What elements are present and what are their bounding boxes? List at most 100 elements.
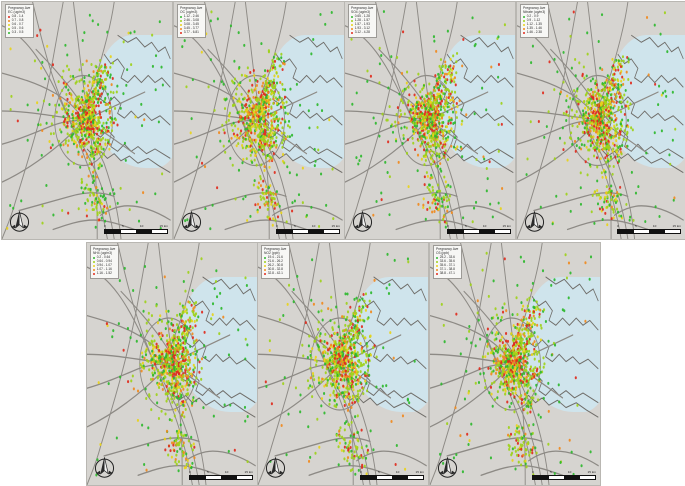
scalebar-tick: 15 km bbox=[331, 224, 340, 229]
legend-item: 1.12 - 1.35 bbox=[523, 22, 545, 27]
legend-item: 1.12 - 2.46 bbox=[180, 14, 202, 19]
legend-title-line2: Nitrate (ug/m3) bbox=[523, 9, 546, 14]
legend-item: 35.6 - 37.1 bbox=[436, 263, 458, 268]
legend-swatch-icon bbox=[93, 256, 96, 260]
scalebar-tick: 5 bbox=[634, 224, 637, 229]
scalebar-tick: 10 bbox=[395, 470, 400, 475]
north-arrow-icon bbox=[179, 209, 204, 234]
legend-item-label: 30.8 - 32.8 bbox=[267, 267, 283, 272]
map-scalebar: 0 5 10 15 km bbox=[189, 470, 253, 480]
map-canvas bbox=[174, 2, 344, 239]
legend-item: 21.6 - 26.2 bbox=[264, 259, 286, 264]
legend-item: 0.9 - 1.12 bbox=[523, 18, 545, 23]
legend-swatch-icon bbox=[351, 23, 354, 27]
legend-item: 3.45 - 3.77 bbox=[180, 26, 202, 31]
north-arrow-icon bbox=[92, 455, 117, 480]
map-scalebar: 0 5 10 15 km bbox=[447, 224, 511, 234]
map-legend: Pregnancy Ave NO2 (ppb) 19.4 - 21.6 21.6 - … bbox=[261, 245, 291, 280]
map-legend: Pregnancy Ave OC (ug/m3) 1.12 - 2.46 2.46 -… bbox=[177, 4, 207, 39]
legend-item-label: 0.5 - 0.6 bbox=[11, 26, 24, 31]
legend-item-label: 0.7 - 0.8 bbox=[11, 18, 24, 23]
map-legend: Pregnancy Ave O3 (ppb) 25.2 - 33.6 33.6 - 3… bbox=[433, 245, 463, 280]
legend-item-label: 37.1 - 38.8 bbox=[439, 267, 455, 272]
scalebar-tick: 10 bbox=[652, 224, 657, 229]
legend-swatch-icon bbox=[180, 28, 183, 31]
legend-swatch-icon bbox=[180, 19, 183, 23]
scalebar-bar bbox=[189, 474, 253, 480]
legend-item-label: 0.2 - 0.64 bbox=[96, 255, 111, 260]
legend-swatch-icon bbox=[436, 260, 439, 264]
scalebar-bar bbox=[447, 228, 511, 234]
scalebar-bar bbox=[532, 474, 596, 480]
legend-item-label: 1.46 - 2.38 bbox=[526, 30, 542, 35]
legend-item: 3.12 - 4.28 bbox=[351, 31, 373, 35]
legend-swatch-icon bbox=[93, 269, 96, 272]
legend-item: 26.2 - 30.8 bbox=[264, 263, 286, 268]
legend-swatch-icon bbox=[351, 32, 354, 35]
legend-item-label: 0.94 - 1.07 bbox=[96, 263, 112, 268]
legend-title-line1: Pregnancy Ave bbox=[180, 6, 203, 10]
scalebar-tick: 15 km bbox=[672, 224, 681, 229]
legend-item: 1.16 - 1.52 bbox=[93, 272, 115, 276]
scalebar-tick: 0 bbox=[532, 470, 534, 475]
scalebar-ticks: 0 5 10 15 km bbox=[104, 224, 168, 228]
legend-swatch-icon bbox=[436, 264, 439, 268]
scalebar-tick: 10 bbox=[139, 224, 144, 229]
map-canvas bbox=[2, 2, 172, 239]
coastline-layer bbox=[345, 2, 515, 239]
legend-item-label: 33.6 - 35.6 bbox=[439, 259, 455, 264]
legend-item-label: 3.12 - 4.28 bbox=[354, 30, 370, 35]
legend-item-label: 1.57 - 1.93 bbox=[354, 22, 370, 27]
scalebar-tick: 0 bbox=[189, 470, 191, 475]
legend-swatch-icon bbox=[93, 260, 96, 264]
legend-swatch-icon bbox=[436, 273, 439, 276]
legend-item-label: 3.08 - 3.45 bbox=[183, 22, 199, 27]
legend-swatch-icon bbox=[180, 15, 183, 19]
legend-item-label: 1.12 - 2.46 bbox=[183, 14, 199, 19]
map-scalebar: 0 5 10 15 km bbox=[617, 224, 681, 234]
scalebar-tick: 0 bbox=[276, 224, 278, 229]
scalebar-tick: 5 bbox=[206, 470, 209, 475]
coastline-layer bbox=[258, 243, 428, 485]
legend-item-label: 1.28 - 1.57 bbox=[354, 18, 370, 23]
scalebar-ticks: 0 5 10 15 km bbox=[276, 224, 340, 228]
exposure-point-layer bbox=[87, 243, 257, 485]
map-panel-nh4: Pregnancy Ave NH4 (ug/m3) 0.2 - 0.64 0.64 -… bbox=[86, 242, 258, 486]
legend-item: 3.77 - 6.81 bbox=[180, 31, 202, 35]
legend-swatch-icon bbox=[523, 19, 526, 23]
map-panel-o3: Pregnancy Ave O3 (ppb) 25.2 - 33.6 33.6 - 3… bbox=[429, 242, 601, 486]
legend-item: 25.2 - 33.6 bbox=[436, 255, 458, 260]
scalebar-tick: 5 bbox=[549, 470, 552, 475]
legend-item-label: 0.64 - 0.94 bbox=[96, 259, 112, 264]
coastline-layer bbox=[430, 243, 600, 485]
legend-item: 1.57 - 1.93 bbox=[351, 22, 373, 27]
legend-item: 0.2 - 0.9 bbox=[523, 14, 545, 19]
exposure-point-layer bbox=[258, 243, 428, 485]
legend-item-label: 1.07 - 1.16 bbox=[96, 267, 112, 272]
legend-item-label: 1.35 - 1.46 bbox=[526, 26, 542, 31]
legend-title-line1: Pregnancy Ave bbox=[351, 6, 374, 10]
legend-item-label: 21.6 - 26.2 bbox=[267, 259, 283, 264]
legend-item: 2.46 - 3.08 bbox=[180, 18, 202, 23]
map-scalebar: 0 5 10 15 km bbox=[360, 470, 424, 480]
legend-item-label: 2.46 - 3.08 bbox=[183, 18, 199, 23]
legend-swatch-icon bbox=[351, 19, 354, 23]
legend-title-line1: Pregnancy Ave bbox=[93, 247, 116, 251]
scalebar-tick: 10 bbox=[482, 224, 487, 229]
legend-item: 32.8 - 42.1 bbox=[264, 272, 286, 276]
legend-item: 3.08 - 3.45 bbox=[180, 22, 202, 27]
legend-item-label: 32.8 - 42.1 bbox=[267, 271, 283, 276]
legend-item-label: 3.77 - 6.81 bbox=[183, 30, 199, 35]
legend-item: 0.7 - 0.8 bbox=[8, 18, 30, 23]
exposure-point-layer bbox=[345, 2, 515, 239]
map-panel-ec: Pregnancy Ave EC (ug/m3) 0.8 - 1.4 0.7 - 0.… bbox=[1, 1, 173, 240]
legend-item: 1.93 - 3.12 bbox=[351, 26, 373, 31]
map-legend: Pregnancy Ave Nitrate (ug/m3) 0.2 - 0.9 0.9… bbox=[520, 4, 550, 39]
map-scalebar: 0 5 10 15 km bbox=[532, 470, 596, 480]
scalebar-tick: 10 bbox=[567, 470, 572, 475]
legend-title-line1: Pregnancy Ave bbox=[436, 247, 459, 251]
legend-swatch-icon bbox=[180, 32, 183, 35]
legend-item-label: 26.2 - 30.8 bbox=[267, 263, 283, 268]
legend-item-label: 35.6 - 37.1 bbox=[439, 263, 455, 268]
coastline-layer bbox=[517, 2, 685, 239]
